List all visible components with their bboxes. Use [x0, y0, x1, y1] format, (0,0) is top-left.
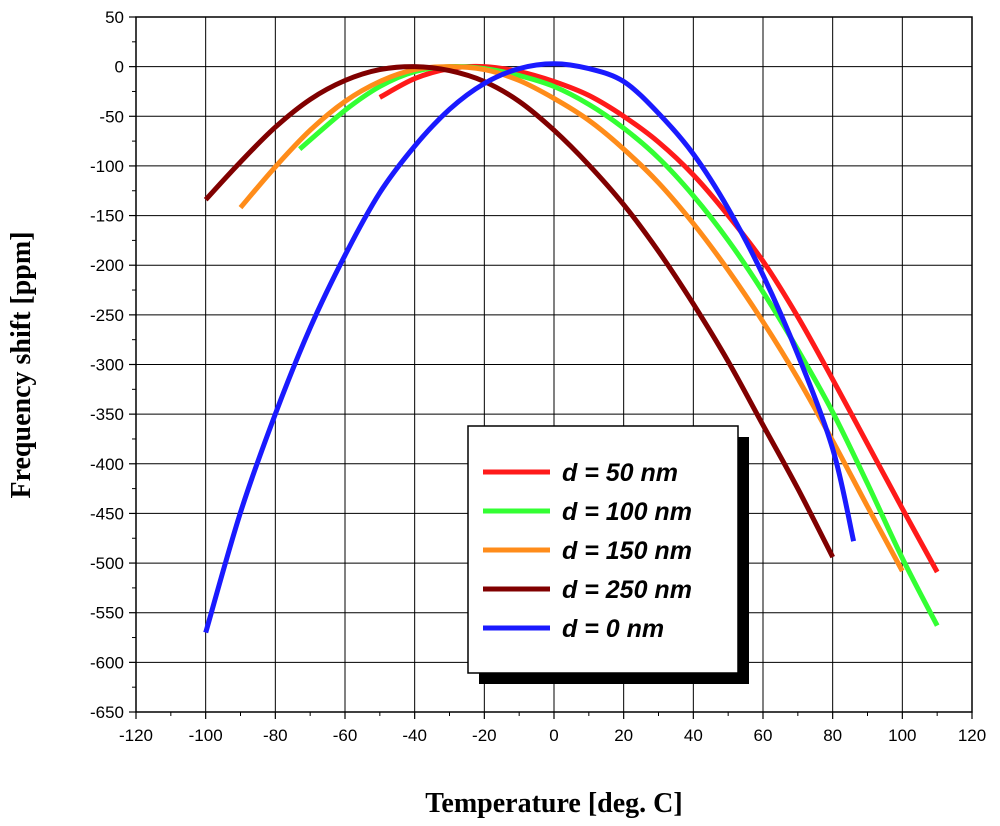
y-tick-label: -550	[90, 604, 124, 623]
y-tick-labels: 50 0 -50 -100 -150 -200 -250 -300 -350 -400 -450 -5…	[90, 8, 124, 722]
y-tick-label: 50	[105, 8, 124, 27]
y-tick-label: -100	[90, 157, 124, 176]
y-tick-label: -450	[90, 504, 124, 523]
y-tick-label: -250	[90, 306, 124, 325]
x-tick-label: 20	[614, 726, 633, 745]
series-line-d-150-nm	[238, 64, 905, 573]
series-lines	[203, 61, 940, 634]
legend-label: d = 0 nm	[562, 615, 664, 643]
y-tick-label: -500	[90, 554, 124, 573]
y-tick-label: -350	[90, 405, 124, 424]
y-tick-label: -200	[90, 256, 124, 275]
x-tick-label: -120	[119, 726, 153, 745]
legend-label: d = 150 nm	[562, 537, 692, 565]
legend-label: d = 250 nm	[562, 576, 692, 604]
legend: d = 50 nm d = 100 nm d = 150 nm d = 250 nm d…	[467, 425, 749, 684]
x-tick-labels: -120 -100 -80 -60 -40 -20 0 20 40 60 80 100 120	[119, 726, 986, 745]
x-axis-title: Temperature [deg. C]	[425, 788, 682, 819]
x-tick-label: -40	[402, 726, 427, 745]
y-axis-title: Frequency shift [ppm]	[6, 231, 37, 498]
legend-label: d = 50 nm	[562, 459, 678, 487]
x-tick-label: -80	[263, 726, 288, 745]
y-tick-label: -650	[90, 703, 124, 722]
y-tick-label: -600	[90, 653, 124, 672]
x-tick-label: -100	[189, 726, 223, 745]
y-tick-label: 0	[115, 58, 124, 77]
x-tick-label: -60	[333, 726, 358, 745]
y-tick-label: -300	[90, 356, 124, 375]
series-line-d-0-nm	[203, 61, 857, 634]
y-tick-label: -400	[90, 455, 124, 474]
axis-ticks	[129, 16, 973, 719]
x-tick-label: 120	[958, 726, 986, 745]
legend-label: d = 100 nm	[562, 498, 692, 526]
x-tick-label: 60	[754, 726, 773, 745]
y-tick-label: -50	[99, 107, 124, 126]
plot-frame	[135, 16, 973, 713]
x-tick-label: 100	[888, 726, 916, 745]
x-tick-label: 0	[549, 726, 558, 745]
x-tick-label: 80	[823, 726, 842, 745]
x-tick-label: 40	[684, 726, 703, 745]
series-line-d-250-nm	[203, 64, 835, 559]
y-tick-label: -150	[90, 207, 124, 226]
x-tick-label: -20	[472, 726, 497, 745]
